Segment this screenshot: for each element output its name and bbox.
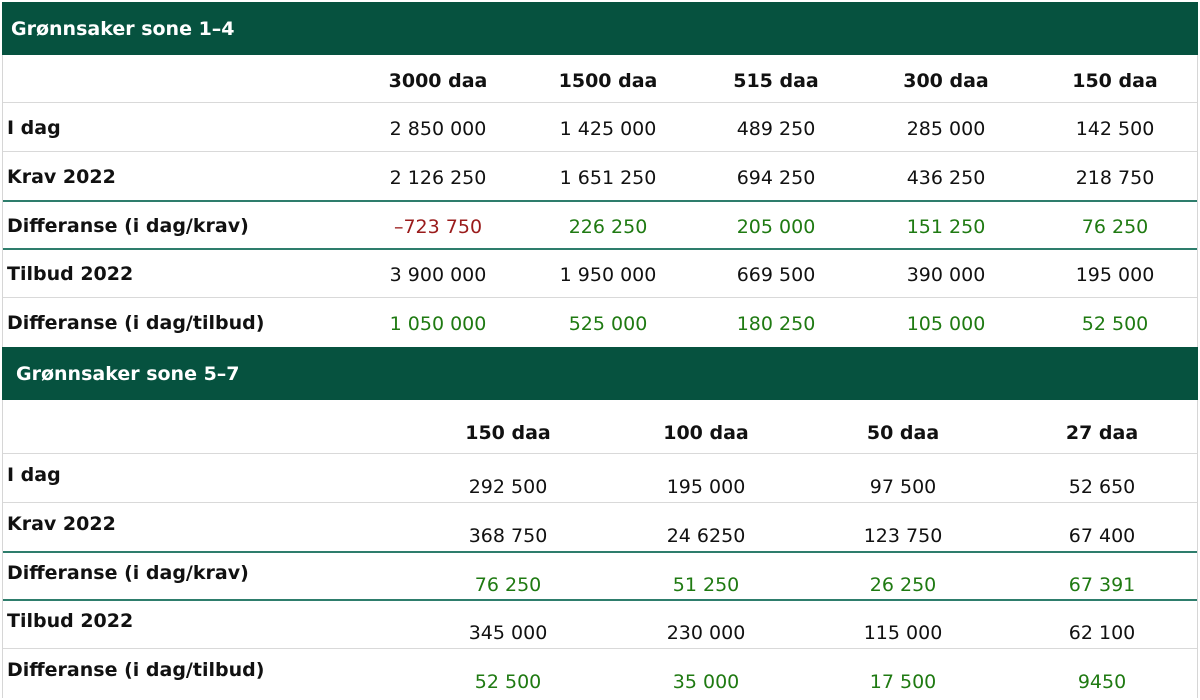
section2-title-band: Grønnsaker sone 5–7 xyxy=(2,347,1198,400)
section1-table: 3000 daa 1500 daa 515 daa 300 daa 150 daa I d… xyxy=(2,55,1198,347)
table-row: Tilbud 2022 3 900 000 1 950 000 669 500 390 … xyxy=(3,249,1197,297)
table-cell: 694 250 xyxy=(736,167,816,189)
table-cell: 218 750 xyxy=(1075,167,1155,189)
table-cell: 3 900 000 xyxy=(389,264,487,286)
table-row: Differanse (i dag/krav) 76 250 51 250 26 25… xyxy=(3,552,1197,601)
row-divider xyxy=(3,297,1197,298)
table-row: I dag 292 500 195 000 97 500 52 650 xyxy=(3,454,1197,503)
table-cell: 52 650 xyxy=(1068,476,1136,498)
column-header: 27 daa xyxy=(1065,422,1139,444)
section1-title-band: Grønnsaker sone 1–4 xyxy=(2,2,1198,55)
table-row: Krav 2022 2 126 250 1 651 250 694 250 436 25… xyxy=(3,152,1197,200)
table-cell: 76 250 xyxy=(474,574,542,596)
table-cell: 24 6250 xyxy=(666,525,746,547)
table-cell: 26 250 xyxy=(869,574,937,596)
section1-title: Grønnsaker sone 1–4 xyxy=(11,17,235,40)
row-label: Krav 2022 xyxy=(7,166,116,188)
row-label: Tilbud 2022 xyxy=(7,610,134,632)
table-cell: 230 000 xyxy=(666,622,746,644)
row-label: I dag xyxy=(7,464,61,486)
table-row: Tilbud 2022 345 000 230 000 115 000 62 100 xyxy=(3,600,1197,649)
table-cell: 525 000 xyxy=(568,313,648,335)
row-divider xyxy=(3,648,1197,649)
table-cell: 76 250 xyxy=(1081,216,1149,238)
column-header: 300 daa xyxy=(903,70,989,92)
row-divider xyxy=(3,502,1197,503)
row-label: Differanse (i dag/krav) xyxy=(7,215,249,237)
table-cell: 180 250 xyxy=(736,313,816,335)
table-row: I dag 2 850 000 1 425 000 489 250 285 000 142… xyxy=(3,103,1197,151)
table-cell: 205 000 xyxy=(736,216,816,238)
table-cell: 67 400 xyxy=(1068,525,1136,547)
table-cell: 105 000 xyxy=(906,313,986,335)
table-cell: 2 126 250 xyxy=(389,167,487,189)
row-label: I dag xyxy=(7,117,61,139)
section2-title: Grønnsaker sone 5–7 xyxy=(16,362,240,385)
column-header-row: 3000 daa 1500 daa 515 daa 300 daa 150 daa xyxy=(3,55,1197,103)
table-cell: 489 250 xyxy=(736,118,816,140)
table-cell: 9450 xyxy=(1077,671,1127,693)
table-row: Differanse (i dag/tilbud) 1 050 000 525 00… xyxy=(3,298,1197,346)
row-divider xyxy=(3,151,1197,152)
table-cell: 368 750 xyxy=(468,525,548,547)
row-label: Tilbud 2022 xyxy=(7,263,134,285)
table-cell: 2 850 000 xyxy=(389,118,487,140)
table-cell: 226 250 xyxy=(568,216,648,238)
table-cell: 195 000 xyxy=(666,476,746,498)
section2-table: 150 daa 100 daa 50 daa 27 daa I dag 292 500 19… xyxy=(2,400,1198,698)
row-label: Differanse (i dag/tilbud) xyxy=(7,312,265,334)
table-cell: 436 250 xyxy=(906,167,986,189)
table-cell: 67 391 xyxy=(1068,574,1136,596)
row-divider xyxy=(3,453,1197,454)
table-cell: 62 100 xyxy=(1068,622,1136,644)
table-cell: 17 500 xyxy=(869,671,937,693)
row-divider xyxy=(3,248,1197,250)
table-cell: 51 250 xyxy=(672,574,740,596)
row-divider xyxy=(3,102,1197,103)
table-cell: 285 000 xyxy=(906,118,986,140)
row-divider xyxy=(3,599,1197,601)
column-header: 100 daa xyxy=(663,422,749,444)
row-label: Differanse (i dag/krav) xyxy=(7,562,249,584)
table-row: Krav 2022 368 750 24 6250 123 750 67 400 xyxy=(3,503,1197,552)
column-header: 515 daa xyxy=(733,70,819,92)
table-cell: –723 750 xyxy=(393,216,483,238)
column-header-row: 150 daa 100 daa 50 daa 27 daa xyxy=(3,400,1197,454)
column-header: 150 daa xyxy=(465,422,551,444)
table-row: Differanse (i dag/krav) –723 750 226 250 20… xyxy=(3,201,1197,249)
table-cell: 1 950 000 xyxy=(559,264,657,286)
table-cell: 52 500 xyxy=(1081,313,1149,335)
row-label: Krav 2022 xyxy=(7,513,116,535)
table-cell: 390 000 xyxy=(906,264,986,286)
table-cell: 1 651 250 xyxy=(559,167,657,189)
table-cell: 292 500 xyxy=(468,476,548,498)
column-header: 3000 daa xyxy=(388,70,488,92)
table-cell: 195 000 xyxy=(1075,264,1155,286)
table-cell: 669 500 xyxy=(736,264,816,286)
table-cell: 1 050 000 xyxy=(389,313,487,335)
table-cell: 345 000 xyxy=(468,622,548,644)
row-divider xyxy=(3,551,1197,553)
table-cell: 142 500 xyxy=(1075,118,1155,140)
table-cell: 115 000 xyxy=(863,622,943,644)
table-cell: 151 250 xyxy=(906,216,986,238)
column-header: 50 daa xyxy=(866,422,940,444)
row-label: Differanse (i dag/tilbud) xyxy=(7,659,265,681)
column-header: 1500 daa xyxy=(558,70,658,92)
table-cell: 1 425 000 xyxy=(559,118,657,140)
column-header: 150 daa xyxy=(1072,70,1158,92)
table-cell: 35 000 xyxy=(672,671,740,693)
table-cell: 123 750 xyxy=(863,525,943,547)
row-divider xyxy=(3,200,1197,202)
table-cell: 97 500 xyxy=(869,476,937,498)
table-row: Differanse (i dag/tilbud) 52 500 35 000 17 … xyxy=(3,649,1197,698)
table-cell: 52 500 xyxy=(474,671,542,693)
